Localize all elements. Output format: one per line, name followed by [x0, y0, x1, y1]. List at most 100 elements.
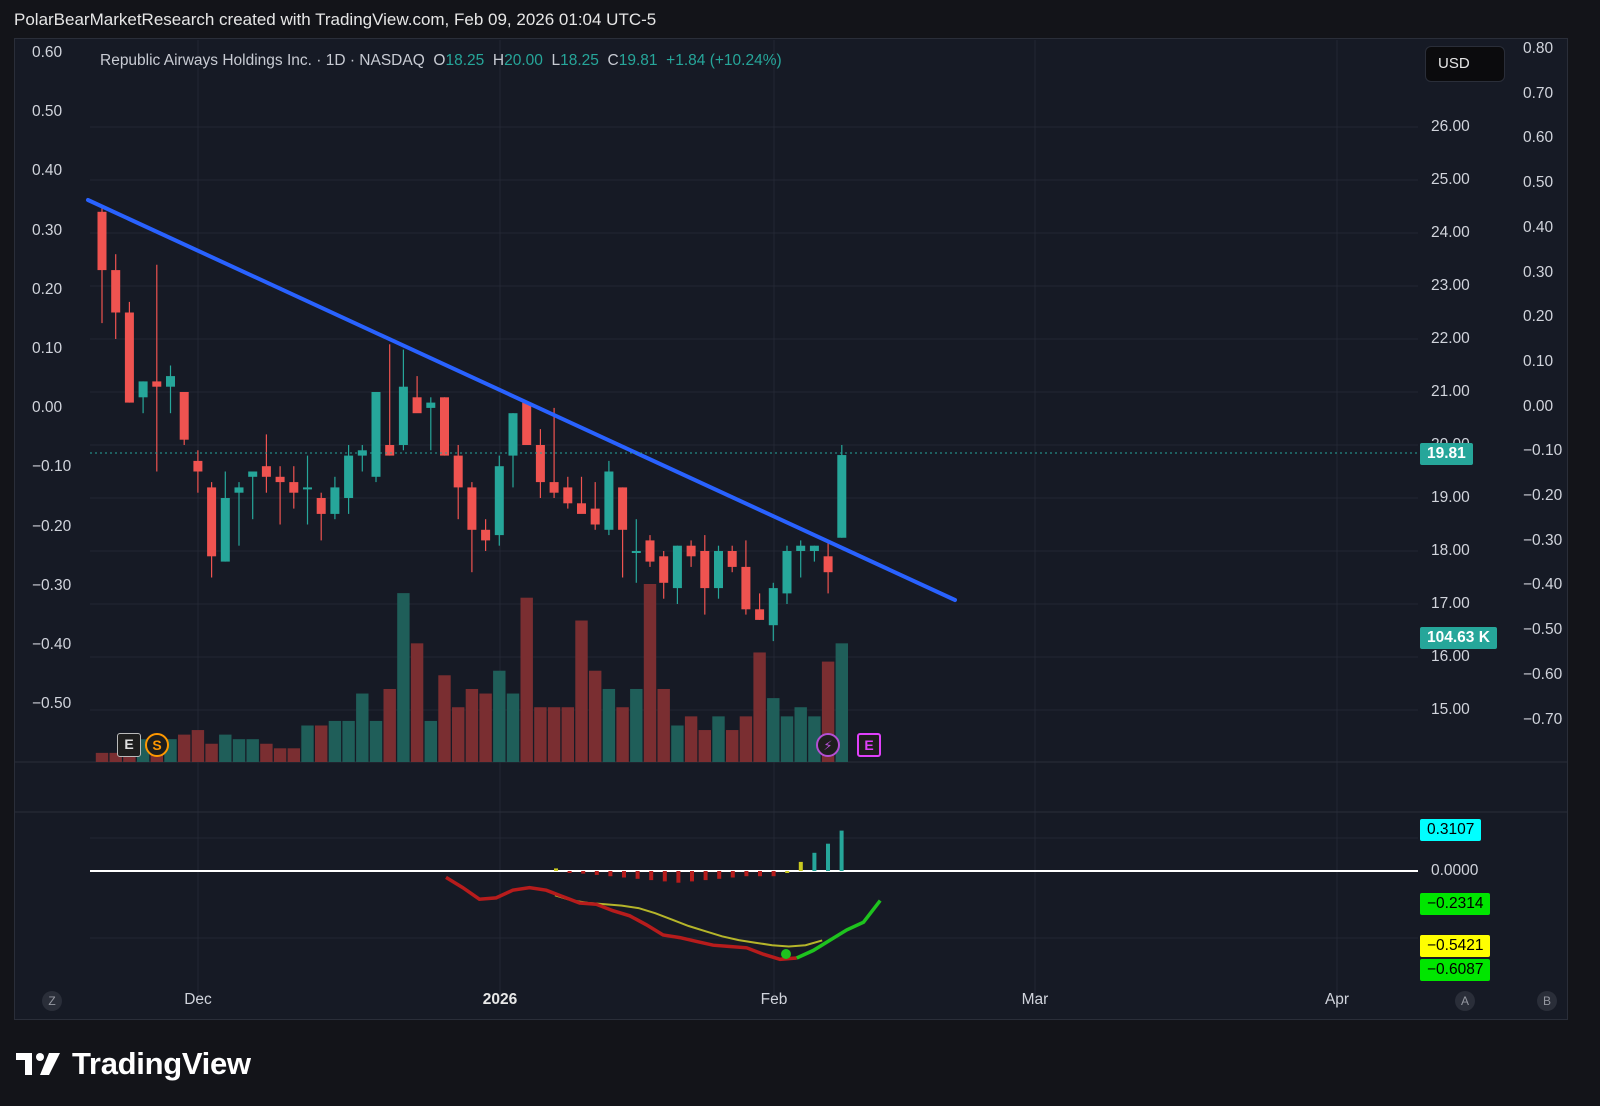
- candle-body: [412, 397, 422, 414]
- far-axis-tick: 0.40: [1523, 218, 1554, 236]
- candle-body: [700, 551, 710, 589]
- upcoming-earnings-mark[interactable]: E: [857, 733, 881, 757]
- candle-body: [809, 545, 819, 551]
- change-value: +1.84 (+10.24%): [666, 52, 782, 69]
- volume-bar: [397, 593, 410, 762]
- volume-bar: [273, 748, 287, 762]
- volume-bar: [493, 670, 506, 762]
- left-axis-tick: 0.10: [32, 340, 63, 357]
- x-tick-apr: Apr: [1324, 991, 1350, 1008]
- histogram-bar: [758, 871, 762, 877]
- price-axis-tick: 21.00: [1431, 383, 1470, 400]
- oscillator-histogram: [554, 830, 844, 883]
- far-axis-tick: 0.00: [1523, 397, 1554, 415]
- candle-body: [303, 487, 312, 490]
- volume-bar: [191, 730, 205, 762]
- price-axis-tick: 23.00: [1431, 277, 1470, 294]
- histogram-bar: [594, 871, 599, 875]
- close-value: 19.81: [618, 52, 658, 69]
- histogram-bar: [649, 871, 654, 881]
- price-axis-tick: 15.00: [1431, 701, 1470, 718]
- volume-bar: [780, 716, 794, 762]
- far-axis-tick: −0.20: [1523, 487, 1563, 504]
- volume-bars: [95, 584, 848, 762]
- lightning-icon[interactable]: ⚡: [816, 733, 840, 757]
- volume-bar: [767, 698, 780, 762]
- volume-bar: [616, 707, 629, 762]
- volume-bar: [547, 707, 561, 762]
- candle-body: [467, 487, 477, 530]
- candle-body: [714, 551, 723, 589]
- candle-body: [234, 487, 244, 493]
- volume-bar: [726, 730, 739, 762]
- candle-body: [152, 381, 162, 387]
- candle-body: [371, 392, 381, 477]
- candle-body: [179, 392, 189, 440]
- volume-bar: [369, 720, 383, 762]
- left-axis-tick: 0.20: [32, 280, 63, 298]
- left-axis-tick: 0.00: [32, 399, 63, 417]
- volume-bar: [287, 748, 300, 762]
- candle-body: [508, 413, 518, 456]
- candle-body: [796, 545, 806, 551]
- volume-bar: [794, 707, 807, 762]
- histogram-bar: [826, 843, 830, 871]
- candle-body: [604, 471, 614, 530]
- volume-bar: [835, 643, 848, 762]
- earnings-mark[interactable]: E: [117, 733, 141, 757]
- histogram-bar: [798, 861, 803, 871]
- left-axis-tick: −0.20: [32, 517, 72, 535]
- volume-bar: [479, 693, 492, 762]
- volume-bar: [698, 730, 711, 762]
- left-axis-tick: 0.60: [32, 44, 63, 61]
- low-value: 18.25: [560, 52, 599, 69]
- candle-body: [618, 487, 628, 530]
- volume-bar: [671, 725, 684, 762]
- volume-bar: [630, 688, 643, 762]
- candle-body: [727, 551, 737, 567]
- fast-tag: −0.2314: [1420, 893, 1491, 915]
- split-mark[interactable]: S: [145, 733, 169, 757]
- zero-tag: 0.0000: [1431, 862, 1479, 879]
- candle-body: [823, 556, 833, 573]
- histogram-bar: [622, 871, 626, 878]
- symbol-name: Republic Airways Holdings Inc. · 1D · NA…: [100, 52, 425, 69]
- volume-bar: [315, 725, 328, 762]
- candle-body: [357, 450, 367, 456]
- far-axis-tick: 0.70: [1523, 84, 1554, 102]
- candle-body: [481, 529, 491, 541]
- trendline: [86, 198, 957, 602]
- left-axis-tick: 0.40: [32, 162, 63, 180]
- far-axis-tick: 0.60: [1523, 129, 1554, 147]
- volume-bar: [712, 716, 725, 762]
- candle-body: [782, 551, 792, 594]
- histogram-bar: [717, 871, 722, 879]
- auto-scale-button[interactable]: A: [1455, 991, 1475, 1011]
- candle-body: [385, 445, 395, 456]
- histogram-bar: [839, 830, 844, 871]
- candle-body: [837, 455, 847, 538]
- histogram-bar: [662, 871, 667, 882]
- chart-panel[interactable]: [14, 38, 1568, 1020]
- volume-bar: [383, 688, 396, 762]
- histogram-tag: 0.3107: [1420, 819, 1482, 841]
- candle-body: [220, 498, 230, 562]
- left-axis-tick: −0.30: [32, 576, 72, 594]
- currency-button[interactable]: USD: [1425, 46, 1505, 82]
- zoom-reset-button[interactable]: Z: [42, 991, 62, 1011]
- candle-body: [453, 455, 463, 488]
- volume-bar: [219, 734, 232, 762]
- x-tick-mar: Mar: [1021, 991, 1049, 1008]
- candle-body: [124, 312, 134, 403]
- left-axis-tick: −0.50: [32, 695, 72, 713]
- candle-body: [755, 609, 765, 620]
- candle-body: [316, 498, 326, 514]
- scale-b-button[interactable]: B: [1537, 991, 1557, 1011]
- fast-line-red: [445, 875, 797, 962]
- volume-bar: [260, 743, 273, 762]
- volume-bar: [356, 693, 369, 762]
- histogram-bar: [554, 868, 558, 871]
- candle-body: [193, 460, 203, 472]
- volume-bar: [534, 707, 547, 762]
